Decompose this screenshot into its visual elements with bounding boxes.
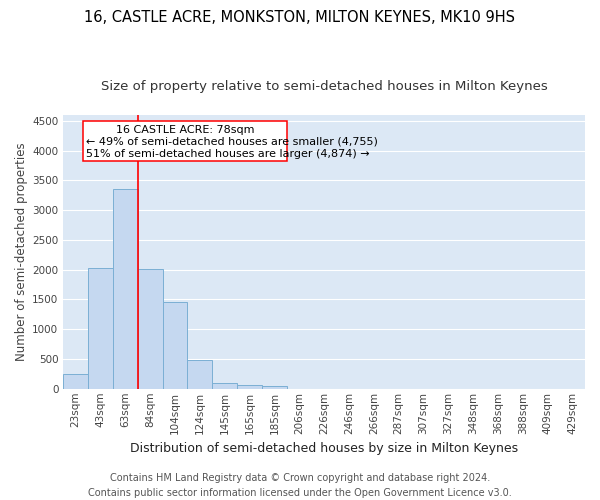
Bar [262,386,287,389]
Bar [138,269,163,389]
Bar [212,383,237,389]
Text: Contains HM Land Registry data © Crown copyright and database right 2024.
Contai: Contains HM Land Registry data © Crown c… [88,472,512,498]
Y-axis label: Number of semi-detached properties: Number of semi-detached properties [15,142,28,361]
Bar [163,302,187,389]
X-axis label: Distribution of semi-detached houses by size in Milton Keynes: Distribution of semi-detached houses by … [130,442,518,455]
Text: 16, CASTLE ACRE, MONKSTON, MILTON KEYNES, MK10 9HS: 16, CASTLE ACRE, MONKSTON, MILTON KEYNES… [85,10,515,25]
Text: ← 49% of semi-detached houses are smaller (4,755): ← 49% of semi-detached houses are smalle… [86,137,377,147]
Bar [237,386,262,389]
Bar [113,189,138,389]
Title: Size of property relative to semi-detached houses in Milton Keynes: Size of property relative to semi-detach… [101,80,548,93]
Bar [63,374,88,389]
Text: 16 CASTLE ACRE: 78sqm: 16 CASTLE ACRE: 78sqm [116,125,254,135]
Bar [88,268,113,389]
Text: 51% of semi-detached houses are larger (4,874) →: 51% of semi-detached houses are larger (… [86,149,369,159]
Bar [187,360,212,389]
FancyBboxPatch shape [83,121,287,162]
